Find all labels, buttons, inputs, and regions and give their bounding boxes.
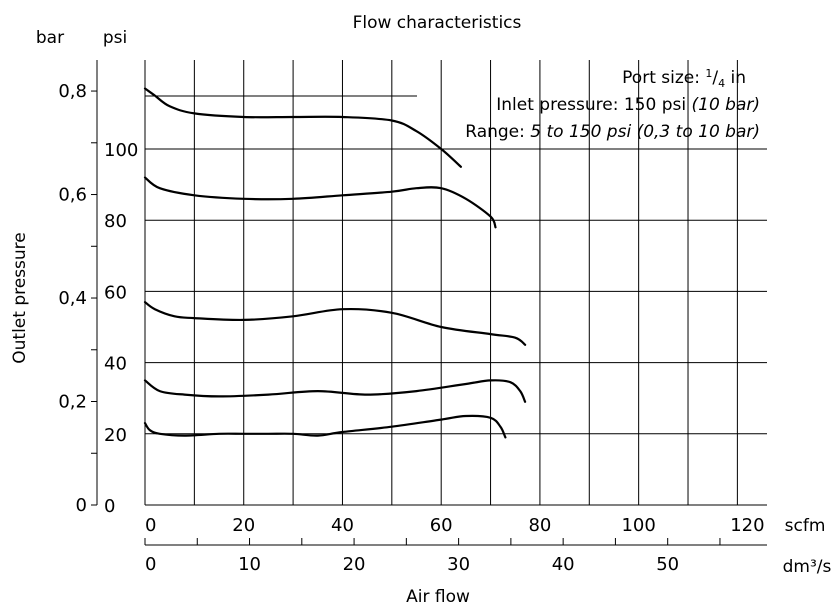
grid <box>144 60 767 505</box>
y-axis-label: Outlet pressure <box>10 232 30 364</box>
x-unit-dm3s: dm³/s <box>783 557 832 577</box>
y-psi-tick-label: 100 <box>104 140 138 161</box>
y-psi-tick-label: 80 <box>104 211 127 232</box>
y-bar-tick-label: 0,2 <box>58 392 87 413</box>
series-curves <box>143 87 527 439</box>
info-range: Range: 5 to 150 psi (0,3 to 10 bar) <box>465 122 760 142</box>
x-dm3s-tick-label: 40 <box>552 554 575 575</box>
y-bar-tick-label: 0,8 <box>58 81 87 102</box>
y-bar-tick-label: 0 <box>76 495 87 516</box>
info-inlet-pressure: Inlet pressure: 150 psi (10 bar) <box>496 95 760 115</box>
x-dm3s-tick-label: 30 <box>447 554 470 575</box>
axes <box>91 60 767 546</box>
flow-curve-3 <box>143 301 527 346</box>
y-psi-tick-label: 60 <box>104 282 127 303</box>
x-scfm-tick-label: 60 <box>430 515 453 536</box>
y-unit-psi: psi <box>103 28 127 48</box>
y-bar-tick-label: 0,4 <box>58 288 87 309</box>
x-axis-label: Air flow <box>406 587 470 607</box>
y-psi-tick-label: 20 <box>104 425 127 446</box>
x-dm3s-tick-label: 50 <box>656 554 679 575</box>
chart-title: Flow characteristics <box>353 13 522 33</box>
x-scfm-tick-label: 40 <box>331 515 354 536</box>
x-scfm-tick-label: 120 <box>730 515 764 536</box>
y-psi-tick-label: 0 <box>104 496 115 517</box>
y-psi-tick-label: 40 <box>104 354 127 375</box>
x-dm3s-tick-label: 20 <box>343 554 366 575</box>
x-scfm-tick-label: 100 <box>621 515 655 536</box>
y-unit-bar: bar <box>36 28 64 48</box>
x-scfm-tick-label: 80 <box>528 515 551 536</box>
flow-curve-1 <box>143 87 462 168</box>
x-dm3s-tick-label: 10 <box>238 554 261 575</box>
y-bar-tick-label: 0,6 <box>58 185 87 206</box>
x-dm3s-tick-label: 0 <box>145 554 156 575</box>
info-port-size: Port size: 1/4 in <box>622 67 746 90</box>
flow-curve-4 <box>143 379 527 403</box>
flow-curve-2 <box>143 176 497 229</box>
flow-curve-5 <box>143 414 507 439</box>
x-scfm-tick-label: 0 <box>145 515 156 536</box>
x-unit-scfm: scfm <box>785 516 826 536</box>
x-scfm-tick-label: 20 <box>232 515 255 536</box>
